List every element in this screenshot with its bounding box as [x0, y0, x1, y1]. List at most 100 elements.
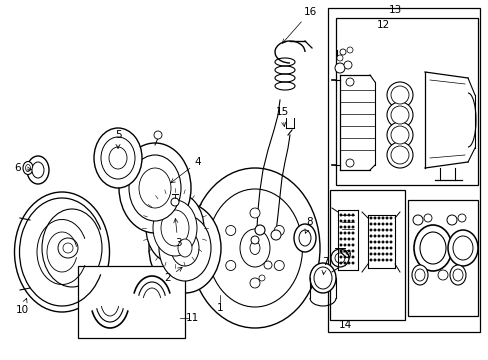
Circle shape [343, 244, 346, 246]
Text: 1: 1 [216, 303, 223, 313]
Bar [329, 190, 404, 320]
Circle shape [423, 214, 431, 222]
Circle shape [343, 238, 346, 240]
Ellipse shape [240, 229, 269, 267]
Circle shape [346, 78, 353, 86]
Circle shape [373, 223, 375, 225]
Ellipse shape [419, 232, 445, 264]
Circle shape [381, 247, 384, 249]
Circle shape [346, 47, 352, 53]
Text: 3: 3 [173, 219, 181, 248]
Circle shape [373, 241, 375, 243]
Circle shape [264, 261, 271, 269]
Ellipse shape [42, 209, 102, 287]
Circle shape [351, 226, 353, 228]
Ellipse shape [447, 230, 477, 266]
Ellipse shape [171, 230, 199, 266]
Text: 6: 6 [15, 163, 31, 173]
Circle shape [347, 244, 349, 246]
Circle shape [249, 278, 260, 288]
Circle shape [369, 247, 371, 249]
Circle shape [347, 226, 349, 228]
Bar [78, 266, 184, 338]
Bar [327, 8, 479, 332]
Bar [335, 18, 477, 185]
Circle shape [343, 232, 346, 234]
Circle shape [274, 225, 284, 235]
Circle shape [334, 63, 345, 73]
Circle shape [347, 256, 349, 258]
Circle shape [373, 217, 375, 219]
Circle shape [457, 214, 465, 222]
Ellipse shape [298, 230, 310, 246]
Ellipse shape [386, 102, 412, 128]
Circle shape [381, 235, 384, 237]
Circle shape [339, 244, 342, 246]
Circle shape [369, 241, 371, 243]
Ellipse shape [32, 162, 44, 178]
Circle shape [369, 235, 371, 237]
Circle shape [412, 215, 422, 225]
Ellipse shape [129, 155, 181, 221]
Text: 9: 9 [340, 250, 350, 260]
Circle shape [339, 226, 342, 228]
Circle shape [351, 250, 353, 252]
Ellipse shape [94, 128, 142, 188]
Circle shape [225, 261, 235, 270]
Circle shape [334, 253, 345, 263]
Circle shape [351, 232, 353, 234]
Circle shape [58, 238, 78, 258]
Ellipse shape [390, 126, 408, 144]
Text: 8: 8 [305, 217, 313, 233]
Text: 11: 11 [185, 313, 198, 323]
Circle shape [154, 131, 162, 139]
Ellipse shape [313, 267, 331, 289]
Circle shape [369, 223, 371, 225]
Ellipse shape [386, 142, 412, 168]
Ellipse shape [390, 86, 408, 104]
Circle shape [343, 250, 346, 252]
Circle shape [347, 214, 349, 216]
Text: 7: 7 [321, 257, 327, 274]
Circle shape [385, 253, 387, 255]
Circle shape [351, 214, 353, 216]
Ellipse shape [153, 200, 197, 256]
Circle shape [389, 229, 391, 231]
Circle shape [347, 220, 349, 222]
Ellipse shape [101, 137, 135, 179]
Circle shape [225, 225, 235, 235]
Circle shape [343, 61, 351, 69]
Ellipse shape [139, 168, 171, 208]
Ellipse shape [146, 192, 203, 264]
Circle shape [339, 49, 346, 55]
Circle shape [330, 249, 348, 267]
Circle shape [373, 247, 375, 249]
Circle shape [343, 256, 346, 258]
Ellipse shape [161, 210, 189, 246]
Circle shape [446, 215, 456, 225]
Circle shape [377, 241, 380, 243]
Text: 2: 2 [164, 267, 182, 283]
Circle shape [270, 230, 281, 240]
Circle shape [259, 275, 264, 281]
Circle shape [385, 241, 387, 243]
Ellipse shape [207, 189, 302, 307]
Ellipse shape [23, 162, 33, 175]
Circle shape [389, 241, 391, 243]
Text: 15: 15 [275, 107, 288, 126]
Circle shape [347, 250, 349, 252]
Circle shape [381, 229, 384, 231]
Circle shape [339, 232, 342, 234]
Ellipse shape [178, 239, 192, 257]
Text: 5: 5 [115, 130, 121, 148]
Text: 12: 12 [376, 20, 389, 30]
Ellipse shape [449, 265, 465, 285]
Ellipse shape [390, 106, 408, 124]
Circle shape [339, 214, 342, 216]
Circle shape [343, 262, 346, 264]
Circle shape [381, 241, 384, 243]
Circle shape [351, 220, 353, 222]
Ellipse shape [452, 236, 472, 260]
Circle shape [254, 225, 264, 235]
Ellipse shape [149, 203, 221, 293]
